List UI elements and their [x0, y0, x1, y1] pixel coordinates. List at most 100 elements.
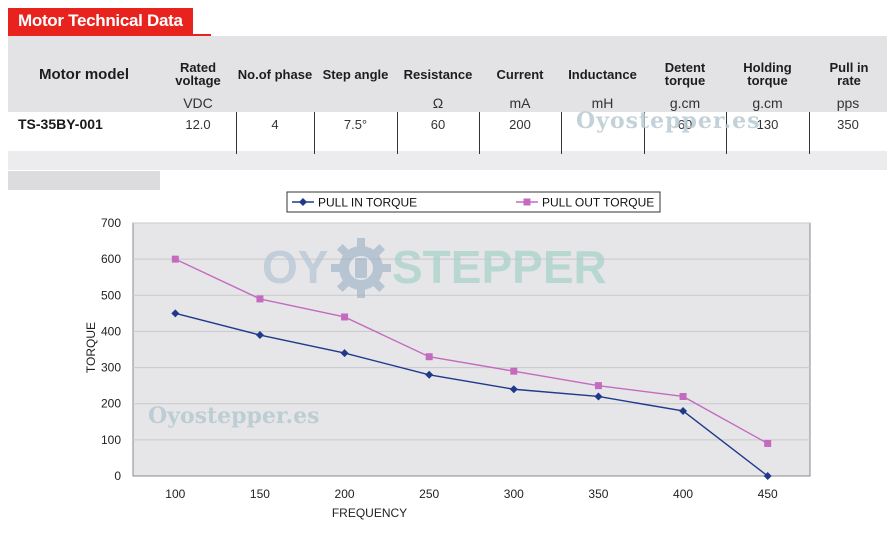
- gear-tooth: [381, 264, 391, 272]
- x-tick-label: 450: [758, 487, 778, 501]
- spec-table-frame: [8, 36, 887, 190]
- legend: PULL IN TORQUE PULL OUT TORQUE: [286, 191, 661, 213]
- value-phase: 4: [271, 117, 279, 132]
- value-holding-torque: 130: [756, 117, 779, 132]
- y-tick-label: 500: [101, 288, 121, 302]
- data-point: [763, 472, 772, 480]
- data-point: [341, 313, 349, 321]
- series-line-0: [175, 312, 769, 477]
- header-pull-in-rate: Pull in rate: [829, 60, 869, 88]
- data-point: [510, 367, 518, 375]
- x-tick-label: 400: [673, 487, 693, 501]
- header-background: [8, 36, 887, 112]
- title-underline: [8, 34, 211, 36]
- header-motor-model: Motor model: [39, 65, 129, 83]
- column-divider: [479, 112, 480, 154]
- header-resistance: Resistance: [403, 66, 473, 82]
- axes: 0 100 200 300 400 500 600 700 100 150 200 250 300 350…: [84, 216, 778, 520]
- value-detent-torque: 60: [677, 117, 693, 132]
- unit-holding-torque: g.cm: [752, 95, 783, 111]
- data-point: [171, 309, 180, 318]
- column-divider: [314, 112, 315, 154]
- gear-tooth: [357, 288, 365, 298]
- unit-pull-in-rate: pps: [836, 95, 860, 111]
- watermark-logo-left: OY: [262, 241, 328, 293]
- gear-tooth: [357, 238, 365, 248]
- column-divider: [809, 112, 810, 154]
- x-tick-label: 100: [165, 487, 185, 501]
- legend-label: PULL OUT TORQUE: [542, 196, 654, 210]
- header-step-angle: Step angle: [322, 66, 389, 82]
- empty-row-background: [8, 171, 160, 190]
- legend-marker: [523, 198, 531, 206]
- unit-detent-torque: g.cm: [669, 95, 701, 111]
- unit-phase: [236, 91, 314, 115]
- watermark-text: Oyostepper.es: [148, 403, 320, 429]
- value-current: 200: [509, 117, 531, 132]
- data-point: [340, 349, 349, 358]
- column-divider: [726, 112, 727, 154]
- motor-model-name: TS-35BY-001: [18, 116, 103, 132]
- y-tick-label: 0: [114, 469, 121, 483]
- data-point: [171, 255, 179, 263]
- header-phase: No.of phase: [237, 66, 313, 82]
- value-resistance: 60: [430, 117, 446, 132]
- data-point: [425, 353, 433, 361]
- header-holding-torque: Holding torque: [743, 60, 792, 88]
- header-inductance: Inductance: [568, 66, 637, 82]
- x-axis-title: FREQUENCY: [332, 506, 407, 520]
- x-tick-label: 250: [419, 487, 439, 501]
- logo-watermark: OY STEPPER Oyostepper.es: [148, 238, 607, 429]
- header-detent-torque: Detent torque: [664, 60, 706, 88]
- column-divider: [644, 112, 645, 154]
- legend-label: PULL IN TORQUE: [318, 196, 417, 210]
- data-point: [509, 385, 518, 394]
- plot-background: [132, 222, 811, 477]
- value-step-angle: 7.5°: [343, 117, 368, 132]
- y-axis-title: TORQUE: [84, 322, 98, 373]
- legend-marker: [299, 198, 307, 206]
- x-tick-label: 200: [335, 487, 355, 501]
- data-point: [594, 382, 602, 390]
- data-point: [256, 295, 264, 303]
- x-tick-label: 150: [250, 487, 270, 501]
- x-tick-label: 300: [504, 487, 524, 501]
- header-rated-voltage: Rated voltage: [175, 60, 221, 88]
- gear-icon: [331, 238, 391, 298]
- column-divider: [236, 112, 237, 154]
- y-tick-label: 600: [101, 252, 121, 266]
- torque-frequency-chart: OY STEPPER Oyostepper.es 0 100 200 300 400 500 6…: [84, 191, 811, 520]
- data-point: [679, 392, 687, 400]
- gear-tooth: [331, 264, 341, 272]
- value-row-background: [8, 151, 887, 170]
- data-point: [764, 439, 772, 447]
- unit-resistance: Ω: [432, 95, 444, 111]
- legend-box: [286, 191, 661, 213]
- watermark-text: Oyostepper.es: [576, 108, 761, 134]
- column-divider: [561, 112, 562, 154]
- y-tick-label: 400: [101, 324, 121, 338]
- gear-motor: [355, 258, 367, 278]
- unit-current: mA: [509, 95, 531, 111]
- y-tick-label: 300: [101, 361, 121, 375]
- series-line-1: [175, 258, 769, 445]
- watermark-logo-right: STEPPER: [392, 241, 607, 293]
- x-tick-label: 350: [588, 487, 608, 501]
- series-layer: [171, 255, 772, 480]
- y-tick-label: 700: [101, 216, 121, 230]
- unit-step-angle: [314, 91, 397, 115]
- data-point: [679, 406, 688, 415]
- value-pull-in-rate: 350: [837, 117, 859, 132]
- unit-inductance: mH: [591, 95, 614, 111]
- y-tick-label: 100: [101, 433, 121, 447]
- value-rated-voltage: 12.0: [185, 117, 211, 132]
- data-point: [255, 331, 264, 340]
- section-title: Motor Technical Data: [8, 8, 193, 34]
- data-point: [425, 370, 434, 379]
- gridlines: [133, 222, 810, 441]
- unit-rated-voltage: VDC: [183, 95, 213, 111]
- y-tick-label: 200: [101, 397, 121, 411]
- header-current: Current: [496, 66, 544, 82]
- data-point: [594, 392, 603, 401]
- column-divider: [397, 112, 398, 154]
